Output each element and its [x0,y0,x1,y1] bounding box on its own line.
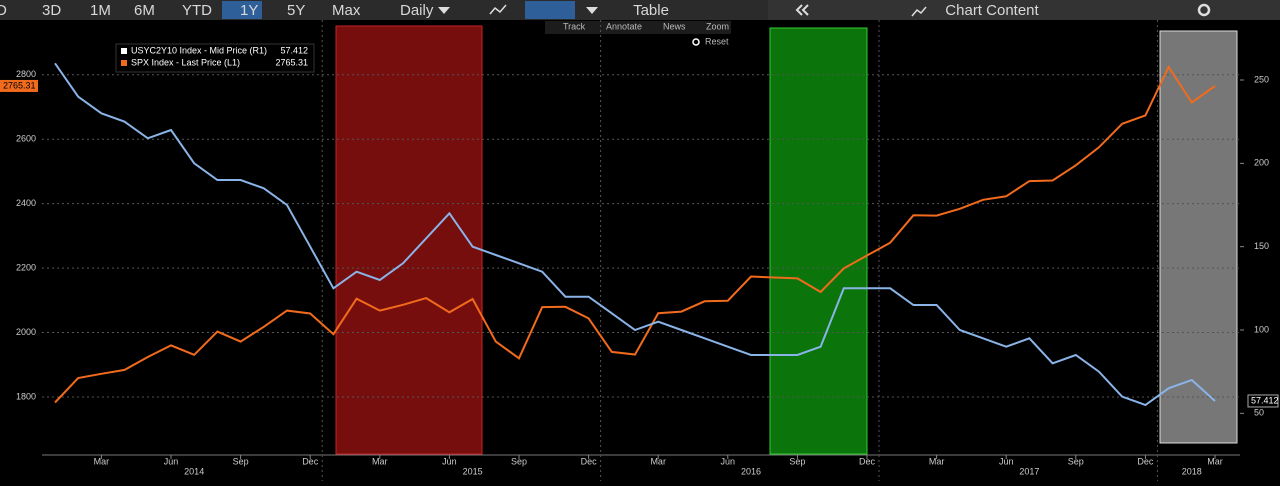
y-tick-label: 2200 [16,262,36,272]
y2-tick-label: 250 [1254,74,1269,84]
year-label: 2016 [741,466,761,476]
frequency[interactable]: Daily [400,2,434,19]
range-button[interactable]: YTD [182,2,212,19]
dropdown-arrow[interactable] [438,7,450,14]
y-tick-label: 2000 [16,327,36,337]
x-tick-label: Jun [721,456,736,466]
panel-title[interactable]: Chart Content [945,2,1039,19]
legend-swatch [121,60,127,66]
x-tick-label: Jun [164,456,179,466]
side-panel-bar [768,0,1280,20]
range-button[interactable]: Max [332,2,361,19]
highlight-red [335,25,483,455]
series-line [54,62,1216,407]
range-button[interactable]: 6M [134,2,155,19]
last-value-tag [0,79,38,92]
x-tick-label: Dec [581,456,598,466]
last-value-tag [1247,394,1279,408]
line-icon[interactable] [489,4,507,15]
dropdown-arrow[interactable] [586,7,598,14]
legend-value: 57.412 [280,45,308,55]
settings-icon[interactable] [1197,3,1211,17]
x-tick-label: Mar [94,456,110,466]
range-button[interactable]: 1Y [240,2,258,19]
y-tick-label: 2600 [16,134,36,144]
active-range [222,1,262,19]
series-line [54,64,1216,404]
last-value: 2765.31 [3,80,36,90]
chart-icon [911,6,927,17]
x-tick-label: Mar [929,456,945,466]
x-tick-label: Dec [302,456,319,466]
y-tick-label: 1800 [16,391,36,401]
collapse-icon[interactable] [801,4,809,16]
highlight-green [769,27,868,455]
active-tool [525,1,575,19]
y2-tick-label: 200 [1254,158,1269,168]
collapse-icon[interactable] [795,4,803,16]
range-button[interactable]: D [0,2,7,19]
range-button[interactable]: 1M [90,2,111,19]
legend-value: 2765.31 [275,57,308,67]
x-tick-label: Sep [233,456,249,466]
x-tick-label: Sep [511,456,527,466]
x-tick-label: Mar [1207,456,1223,466]
year-label: 2014 [184,466,204,476]
year-label: 2015 [463,466,483,476]
y-tick-label: 2400 [16,198,36,208]
year-label: 2018 [1182,466,1202,476]
range-button[interactable]: 3D [42,2,61,19]
tool-button[interactable]: Annotate [606,21,642,31]
table-button[interactable]: Table [633,2,669,19]
x-tick-label: Mar [372,456,388,466]
last-value: 57.412 [1251,395,1279,405]
year-label: 2017 [1019,466,1039,476]
x-tick-label: Jun [442,456,457,466]
tools-bar [545,21,731,34]
y-tick-label: 2800 [16,69,36,79]
y2-tick-label: 50 [1254,408,1264,418]
x-tick-label: Mar [650,456,666,466]
highlight-grey [1159,30,1238,444]
reset-icon[interactable] [692,38,700,46]
x-tick-label: Dec [1137,456,1154,466]
tool-button[interactable]: News [663,21,686,31]
y2-tick-label: 100 [1254,324,1269,334]
legend-swatch [121,48,127,54]
legend-box [115,43,315,73]
range-button[interactable]: 5Y [287,2,305,19]
tool-button[interactable]: Track [563,21,586,31]
y2-tick-label: 150 [1254,241,1269,251]
tool-button[interactable]: Zoom [706,21,729,31]
x-tick-label: Sep [1068,456,1084,466]
legend-label: USYC2Y10 Index - Mid Price (R1) [131,45,267,55]
legend-label: SPX Index - Last Price (L1) [131,57,240,67]
x-tick-label: Dec [859,456,876,466]
reset[interactable]: Reset [705,36,729,46]
x-tick-label: Sep [789,456,805,466]
x-tick-label: Jun [999,456,1014,466]
